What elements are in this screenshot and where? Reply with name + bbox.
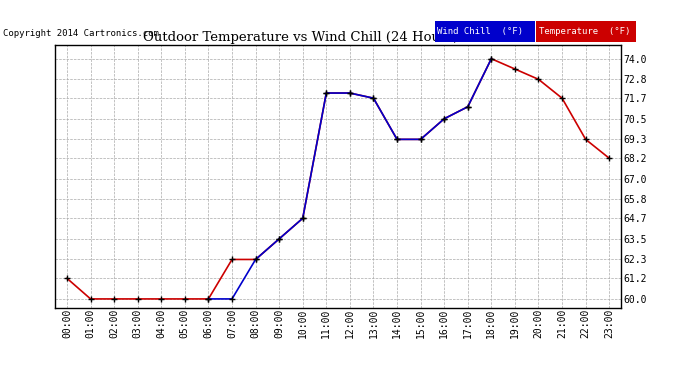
Text: Temperature  (°F): Temperature (°F)	[539, 27, 630, 36]
Text: Wind Chill  (°F): Wind Chill (°F)	[437, 27, 524, 36]
Title: Outdoor Temperature vs Wind Chill (24 Hours)  20140725: Outdoor Temperature vs Wind Chill (24 Ho…	[143, 31, 533, 44]
Text: Copyright 2014 Cartronics.com: Copyright 2014 Cartronics.com	[3, 28, 159, 38]
